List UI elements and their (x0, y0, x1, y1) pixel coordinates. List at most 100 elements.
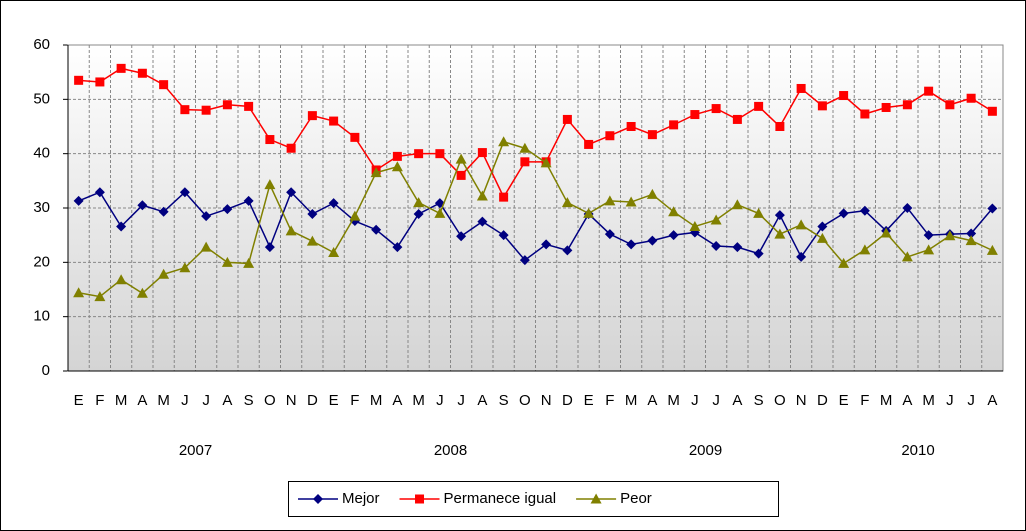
data-point (965, 235, 977, 246)
data-point (902, 100, 912, 110)
data-point (923, 244, 935, 255)
data-point (499, 192, 509, 202)
y-tick-label: 20 (33, 253, 50, 270)
data-point (880, 227, 892, 238)
data-point (774, 210, 785, 221)
data-point (285, 225, 297, 236)
x-tick-label: F (350, 392, 359, 409)
data-point (817, 101, 827, 111)
x-tick-label: M (412, 392, 425, 409)
data-point (604, 195, 616, 206)
x-tick-label: M (115, 392, 128, 409)
x-tick-label: M (157, 392, 170, 409)
data-point (115, 274, 127, 285)
data-point (116, 63, 126, 73)
data-point (668, 230, 679, 241)
data-point (434, 207, 446, 218)
data-point (860, 109, 870, 119)
x-tick-label: E (584, 392, 594, 409)
x-tick-label: A (902, 392, 912, 409)
data-point (392, 151, 402, 161)
data-point (264, 179, 276, 190)
data-point (774, 228, 786, 239)
data-point (221, 256, 233, 267)
x-tick-label: S (754, 392, 764, 409)
data-point (923, 230, 934, 241)
x-tick-label: J (181, 392, 189, 409)
x-tick-label: J (457, 392, 465, 409)
data-point (137, 200, 148, 211)
data-point (137, 68, 147, 78)
y-tick-label: 0 (42, 362, 50, 379)
data-point (264, 242, 275, 253)
data-point (647, 235, 658, 246)
x-tick-label: E (839, 392, 849, 409)
x-tick-label: O (774, 392, 786, 409)
legend: Mejor Permanece igual Peor (288, 481, 779, 517)
data-point (562, 245, 573, 256)
data-point (94, 187, 105, 198)
x-tick-label: D (307, 392, 318, 409)
data-point (371, 224, 382, 235)
legend-label: Peor (620, 490, 652, 507)
data-point (244, 101, 254, 111)
legend-label: Permanece igual (444, 490, 557, 507)
data-point (328, 198, 339, 209)
data-point (413, 197, 425, 208)
data-point (839, 91, 849, 101)
y-tick-label: 60 (33, 36, 50, 53)
data-point (859, 244, 871, 255)
data-point (775, 122, 785, 131)
x-tick-label: N (286, 392, 297, 409)
legend-box (288, 481, 779, 517)
legend-marker (415, 494, 425, 504)
x-tick-label: N (796, 392, 807, 409)
data-point (711, 104, 721, 114)
data-point (583, 207, 595, 218)
data-point (795, 219, 807, 230)
year-label: 2009 (689, 442, 722, 459)
data-point (350, 132, 360, 142)
data-point (200, 241, 212, 252)
x-tick-label: J (712, 392, 720, 409)
data-point (541, 239, 552, 250)
data-point (987, 106, 997, 116)
data-point (456, 231, 467, 242)
data-point (519, 142, 531, 153)
x-tick-label: A (647, 392, 657, 409)
data-point (838, 257, 850, 268)
x-tick-label: M (922, 392, 935, 409)
x-tick-label: J (946, 392, 954, 409)
x-tick-label: F (95, 392, 104, 409)
data-point (753, 248, 764, 259)
x-tick-label: M (880, 392, 893, 409)
data-point (540, 157, 552, 168)
data-point (498, 136, 510, 147)
data-point (243, 195, 254, 206)
data-point (690, 110, 700, 120)
data-point (73, 287, 85, 298)
data-point (286, 143, 296, 153)
legend-marker (313, 494, 323, 504)
data-point (349, 210, 361, 221)
data-point (520, 157, 530, 167)
x-tick-label: J (967, 392, 975, 409)
y-tick-label: 10 (33, 308, 50, 325)
data-point (498, 230, 509, 241)
x-tick-label: N (541, 392, 552, 409)
data-point (201, 211, 212, 222)
data-point (668, 206, 680, 217)
data-point (328, 247, 340, 258)
data-point (476, 190, 488, 201)
data-point (370, 167, 382, 178)
data-point (625, 196, 637, 207)
data-point (392, 242, 403, 253)
data-point (265, 135, 275, 145)
data-point (158, 206, 169, 217)
x-tick-label: A (987, 392, 997, 409)
data-point (222, 204, 233, 215)
year-label: 2010 (901, 442, 934, 459)
data-point (391, 161, 403, 172)
data-point (584, 139, 594, 149)
